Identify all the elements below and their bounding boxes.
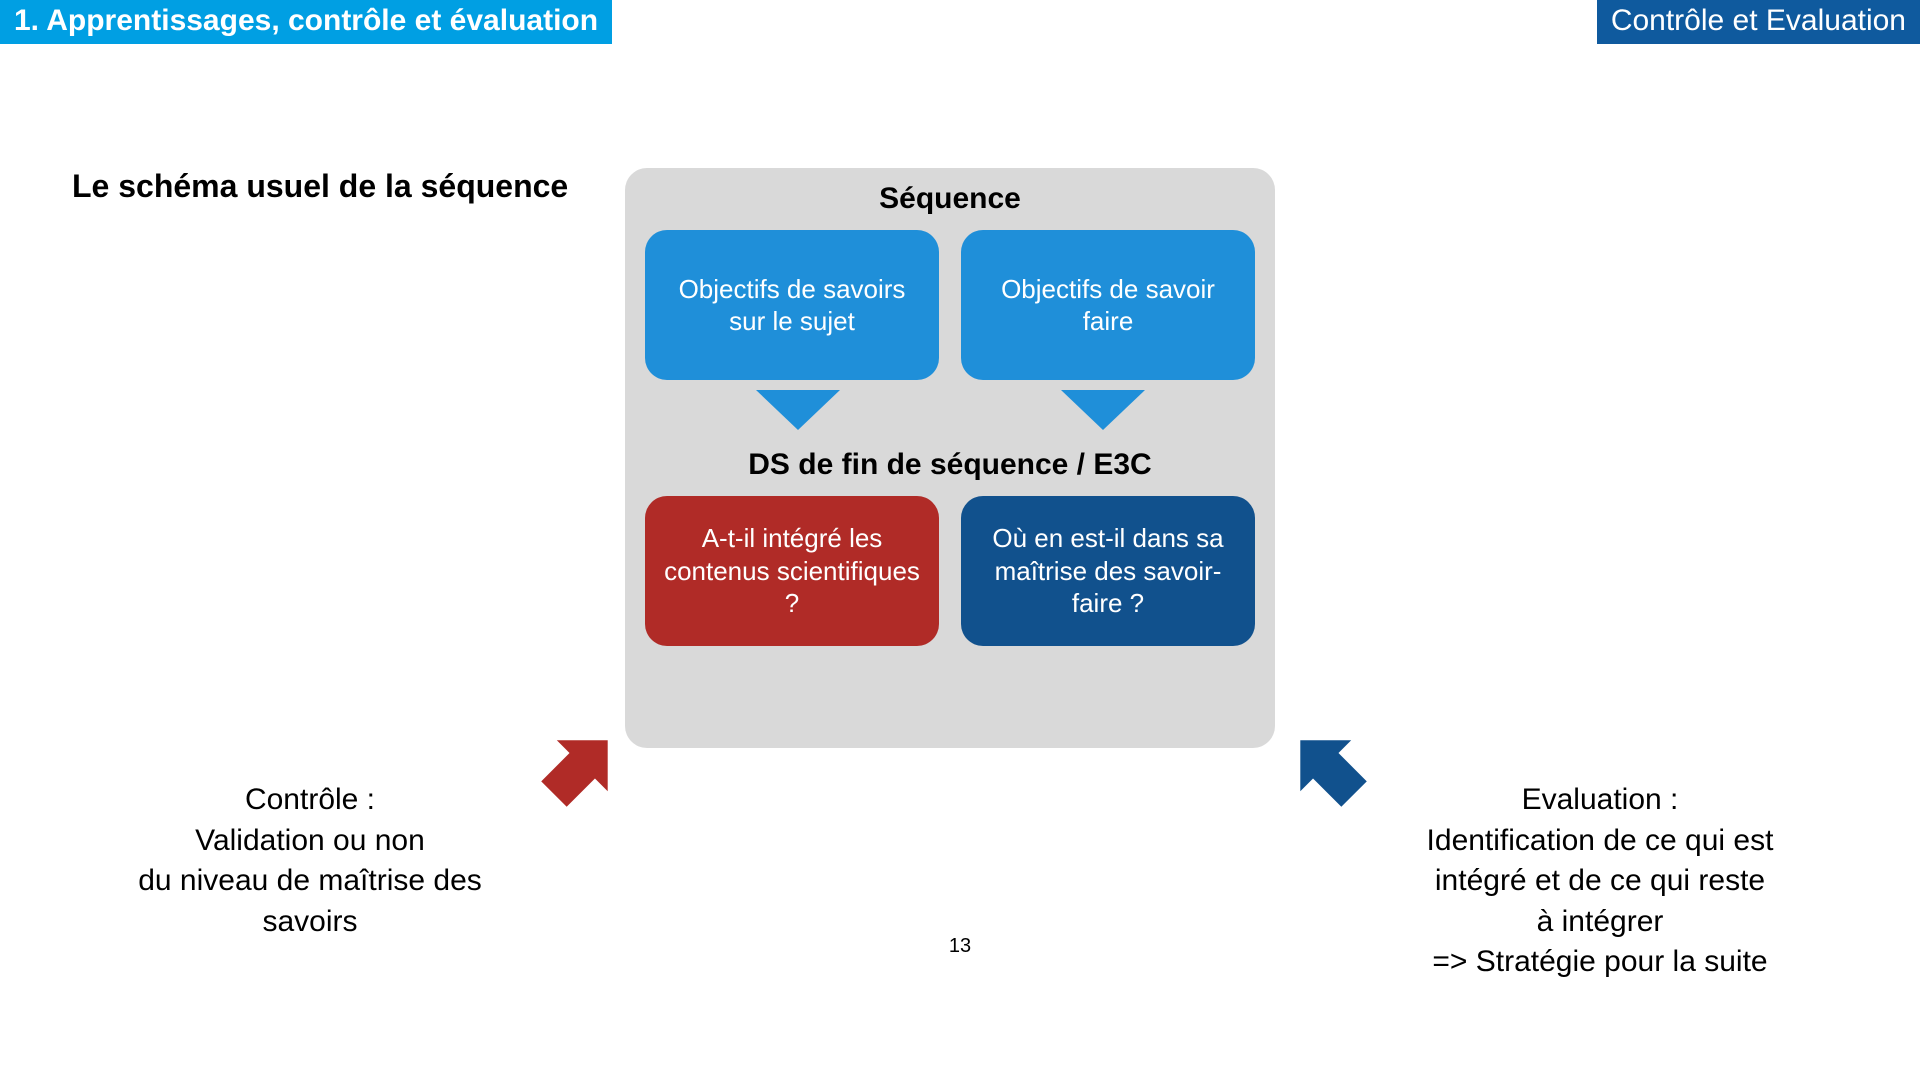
section-title-bar: 1. Apprentissages, contrôle et évaluatio… — [0, 0, 612, 44]
evaluation-line: Identification de ce qui est — [1340, 821, 1860, 862]
controle-line: Contrôle : — [100, 780, 520, 821]
controle-line: savoirs — [100, 902, 520, 943]
slide-subtitle: Le schéma usuel de la séquence — [72, 168, 568, 205]
page-number: 13 — [949, 935, 971, 958]
chevron-down-icon — [1061, 390, 1145, 430]
controle-line: du niveau de maîtrise des — [100, 861, 520, 902]
down-arrows-row — [645, 390, 1255, 430]
evaluation-line: Evaluation : — [1340, 780, 1860, 821]
evaluation-line: à intégrer — [1340, 902, 1860, 943]
evaluation-line: => Stratégie pour la suite — [1340, 942, 1860, 983]
card-savoir-faire: Objectifs de savoir faire — [961, 230, 1255, 380]
ds-title: DS de fin de séquence / E3C — [645, 448, 1255, 482]
card-savoirs: Objectifs de savoirs sur le sujet — [645, 230, 939, 380]
questions-row: A-t-il intégré les contenus scientifique… — [645, 496, 1255, 646]
evaluation-line: intégré et de ce qui reste — [1340, 861, 1860, 902]
evaluation-text: Evaluation : Identification de ce qui es… — [1340, 780, 1860, 983]
arrow-left-icon — [528, 720, 628, 820]
controle-line: Validation ou non — [100, 821, 520, 862]
objectives-row: Objectifs de savoirs sur le sujet Object… — [645, 230, 1255, 380]
controle-text: Contrôle : Validation ou non du niveau d… — [100, 780, 520, 942]
topic-tag: Contrôle et Evaluation — [1597, 0, 1920, 44]
card-contenus: A-t-il intégré les contenus scientifique… — [645, 496, 939, 646]
chevron-down-icon — [756, 390, 840, 430]
sequence-panel: Séquence Objectifs de savoirs sur le suj… — [625, 168, 1275, 748]
card-maitrise: Où en est-il dans sa maîtrise des savoir… — [961, 496, 1255, 646]
sequence-title: Séquence — [645, 182, 1255, 216]
